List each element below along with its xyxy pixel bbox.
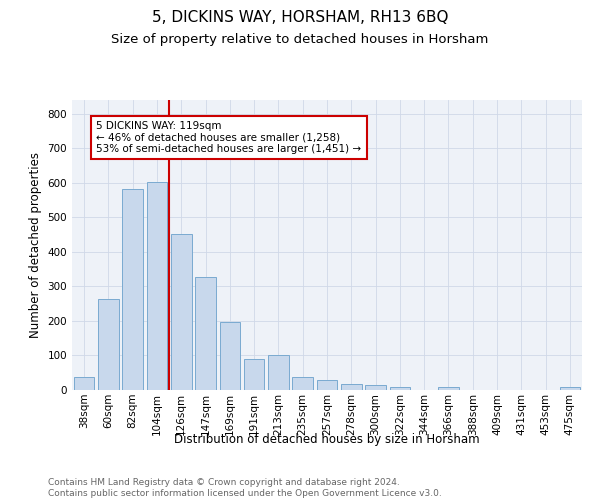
Bar <box>560 387 580 390</box>
Text: 5 DICKINS WAY: 119sqm
← 46% of detached houses are smaller (1,258)
53% of semi-d: 5 DICKINS WAY: 119sqm ← 46% of detached … <box>96 120 361 154</box>
Bar <box>389 386 410 390</box>
Bar <box>74 377 94 390</box>
Text: Contains HM Land Registry data © Crown copyright and database right 2024.
Contai: Contains HM Land Registry data © Crown c… <box>48 478 442 498</box>
Bar <box>317 380 337 390</box>
Bar <box>98 298 119 390</box>
Y-axis label: Number of detached properties: Number of detached properties <box>29 152 42 338</box>
Bar <box>146 182 167 390</box>
Bar <box>292 377 313 390</box>
Text: Size of property relative to detached houses in Horsham: Size of property relative to detached ho… <box>112 32 488 46</box>
Bar <box>365 385 386 390</box>
Bar <box>122 188 143 390</box>
Text: Distribution of detached houses by size in Horsham: Distribution of detached houses by size … <box>174 432 480 446</box>
Bar <box>171 234 191 390</box>
Bar <box>268 356 289 390</box>
Bar <box>341 384 362 390</box>
Text: 5, DICKINS WAY, HORSHAM, RH13 6BQ: 5, DICKINS WAY, HORSHAM, RH13 6BQ <box>152 10 448 25</box>
Bar <box>438 387 459 390</box>
Bar <box>244 359 265 390</box>
Bar <box>220 322 240 390</box>
Bar <box>195 277 216 390</box>
